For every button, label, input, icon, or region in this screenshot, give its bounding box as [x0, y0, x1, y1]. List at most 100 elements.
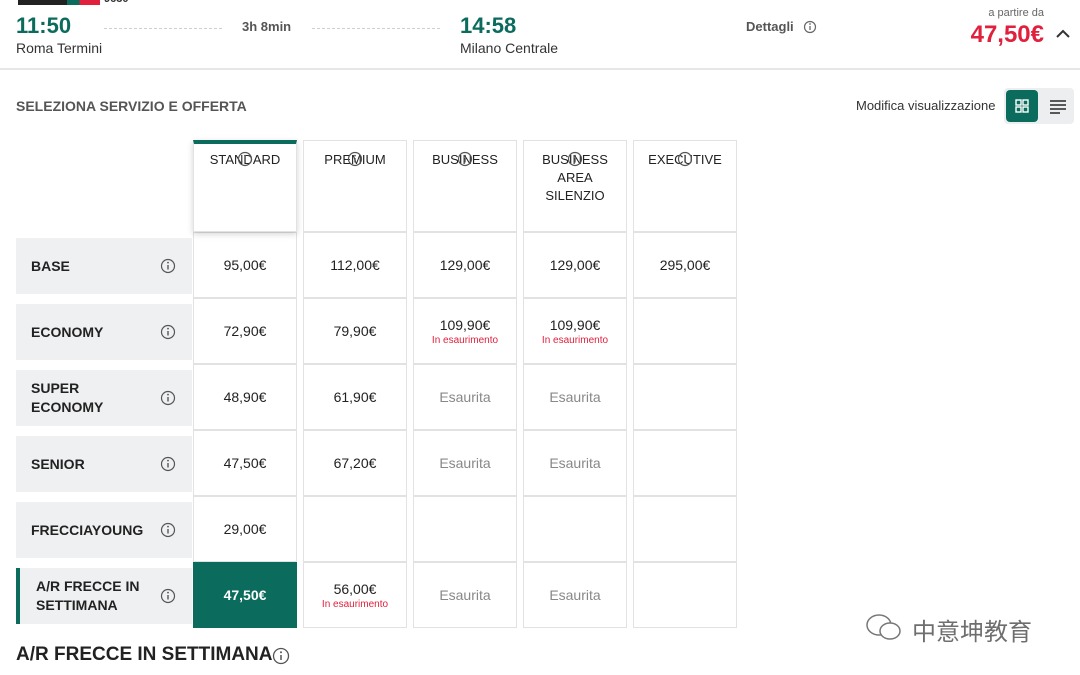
fare-cell[interactable]: 295,00€: [633, 232, 737, 298]
offer-label[interactable]: BASE: [16, 238, 192, 294]
fare-cell[interactable]: 56,00€ In esaurimento: [303, 562, 407, 628]
fare-cell[interactable]: 79,90€: [303, 298, 407, 364]
train-number: 9630: [104, 0, 128, 5]
offer-name: BASE: [31, 257, 70, 274]
fare-price: 67,20€: [333, 455, 377, 471]
service-header[interactable]: BUSINESS: [413, 140, 517, 232]
fare-price: 72,90€: [223, 323, 267, 339]
fare-price: 29,00€: [223, 521, 267, 537]
offer-label[interactable]: FRECCIAYOUNG: [16, 502, 192, 558]
fare-cell: [633, 364, 737, 430]
journey-summary[interactable]: 9630 11:50 Roma Termini 3h 8min 14:58 Mi…: [0, 0, 1080, 70]
info-icon[interactable]: [803, 20, 817, 34]
lowest-price: 47,50€: [970, 21, 1044, 48]
info-icon[interactable]: [160, 324, 176, 340]
fare-price: 47,50€: [223, 587, 267, 603]
info-icon[interactable]: [160, 456, 176, 472]
fare-cell[interactable]: 129,00€: [523, 232, 627, 298]
list-view-button[interactable]: [1042, 90, 1074, 122]
info-icon[interactable]: [347, 151, 363, 167]
collapse-chevron[interactable]: [1055, 28, 1071, 40]
fare-status: Esaurita: [439, 389, 491, 405]
fare-cell[interactable]: 47,50€: [193, 562, 297, 628]
watermark-logo: [866, 614, 901, 640]
fare-cell[interactable]: 129,00€: [413, 232, 517, 298]
fare-price: 48,90€: [223, 389, 267, 405]
fare-price: 79,90€: [333, 323, 377, 339]
info-icon[interactable]: [677, 151, 693, 167]
arrival-station: Milano Centrale: [460, 40, 559, 56]
fare-price: 56,00€: [333, 580, 377, 597]
availability-note: In esaurimento: [431, 334, 499, 346]
route-line: [104, 28, 222, 29]
fare-cell[interactable]: 48,90€: [193, 364, 297, 430]
fare-price: 129,00€: [439, 257, 491, 273]
info-icon[interactable]: [160, 390, 176, 406]
fare-price: 47,50€: [223, 455, 267, 471]
service-header[interactable]: BUSINESS AREA SILENZIO: [523, 140, 627, 232]
info-icon[interactable]: [567, 151, 583, 167]
offer-label[interactable]: SUPER ECONOMY: [16, 370, 192, 426]
fare-cell: [633, 496, 737, 562]
offer-label[interactable]: A/R FRECCE IN SETTIMANA: [16, 568, 192, 624]
fare-cell[interactable]: 95,00€: [193, 232, 297, 298]
fare-price: 295,00€: [659, 257, 711, 273]
departure-station: Roma Termini: [16, 40, 103, 56]
info-icon[interactable]: [237, 151, 253, 167]
fare-cell[interactable]: Esaurita: [413, 562, 517, 628]
arrival-time: 14:58: [460, 13, 517, 38]
offer-label[interactable]: SENIOR: [16, 436, 192, 492]
fare-cell[interactable]: 109,90€ In esaurimento: [523, 298, 627, 364]
fare-price: 109,90€: [439, 316, 491, 333]
grid-view-button[interactable]: [1006, 90, 1038, 122]
fare-cell[interactable]: 61,90€: [303, 364, 407, 430]
fare-cell: [413, 496, 517, 562]
fare-cell[interactable]: 67,20€: [303, 430, 407, 496]
fare-cell[interactable]: Esaurita: [523, 562, 627, 628]
details-link[interactable]: Dettagli: [746, 19, 794, 34]
fare-status: Esaurita: [549, 455, 601, 471]
offer-name: SUPER ECONOMY: [31, 380, 104, 415]
fare-price: 61,90€: [333, 389, 377, 405]
fare-cell[interactable]: 72,90€: [193, 298, 297, 364]
offer-name: FRECCIAYOUNG: [31, 521, 144, 538]
offer-label[interactable]: ECONOMY: [16, 304, 192, 360]
fare-cell[interactable]: Esaurita: [413, 430, 517, 496]
fare-price: 112,00€: [330, 257, 380, 273]
fare-cell: [523, 496, 627, 562]
availability-note: In esaurimento: [541, 334, 609, 346]
info-icon[interactable]: [160, 258, 176, 274]
service-header[interactable]: STANDARD: [193, 140, 297, 232]
section-title: SELEZIONA SERVIZIO E OFFERTA: [16, 98, 247, 114]
fare-price: 109,90€: [549, 316, 601, 333]
fare-cell[interactable]: Esaurita: [523, 430, 627, 496]
departure-time: 11:50: [16, 13, 72, 38]
offer-name: ECONOMY: [31, 323, 104, 340]
info-icon[interactable]: [160, 522, 176, 538]
fare-cell[interactable]: 29,00€: [193, 496, 297, 562]
fare-status: Esaurita: [439, 455, 491, 471]
info-icon[interactable]: [160, 588, 176, 604]
route-line: [312, 28, 440, 29]
selected-offer-title: A/R FRECCE IN SETTIMANA: [16, 644, 273, 665]
fare-cell: [303, 496, 407, 562]
duration: 3h 8min: [242, 19, 292, 34]
fare-cell[interactable]: Esaurita: [523, 364, 627, 430]
info-icon[interactable]: [457, 151, 473, 167]
watermark: 中意坤教育: [912, 619, 1032, 646]
price-prefix: a partire da: [988, 7, 1044, 19]
service-header[interactable]: EXECUTIVE: [633, 140, 737, 232]
fare-status: Esaurita: [439, 587, 491, 603]
fare-cell[interactable]: 47,50€: [193, 430, 297, 496]
fare-status: Esaurita: [549, 587, 601, 603]
fare-cell[interactable]: 112,00€: [303, 232, 407, 298]
info-icon[interactable]: [272, 647, 290, 665]
fare-cell[interactable]: Esaurita: [413, 364, 517, 430]
offer-name: A/R FRECCE IN SETTIMANA: [36, 578, 140, 613]
fare-cell: [633, 562, 737, 628]
view-toggle-label: Modifica visualizzazione: [856, 98, 996, 113]
fare-price: 95,00€: [223, 257, 267, 273]
fare-cell[interactable]: 109,90€ In esaurimento: [413, 298, 517, 364]
service-header[interactable]: PREMIUM: [303, 140, 407, 232]
